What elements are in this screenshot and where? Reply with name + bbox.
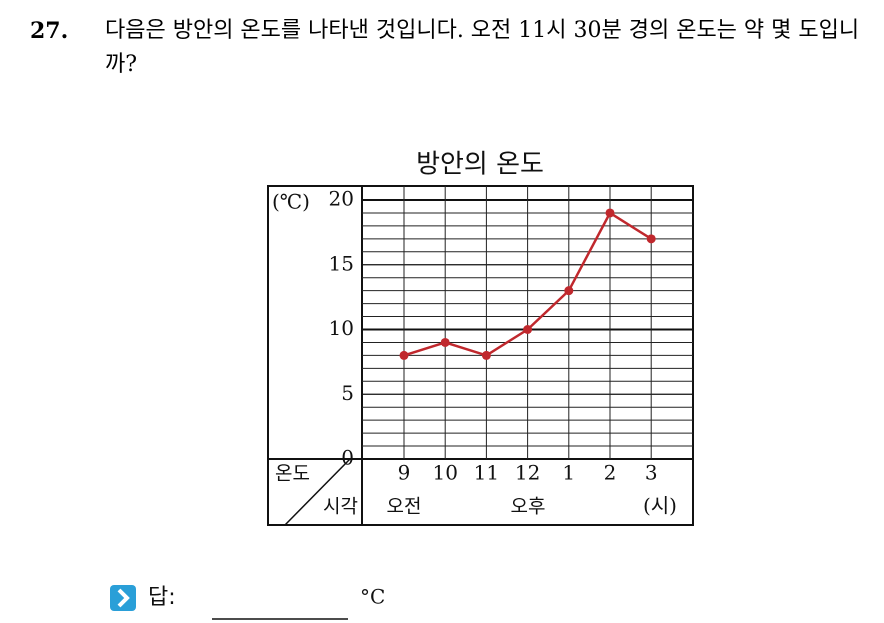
point	[523, 325, 533, 334]
x-tick-label: 3	[645, 461, 658, 485]
point	[605, 208, 615, 218]
y-tick-label: 5	[341, 381, 354, 405]
corner-bottom: 시각	[323, 496, 358, 518]
x-tick-label: 11	[474, 461, 499, 485]
point	[646, 234, 656, 244]
point	[481, 350, 491, 360]
y-tick-label: 0	[341, 446, 354, 470]
x-tick-label: 1	[562, 461, 575, 485]
point	[399, 350, 409, 360]
x-tick-label: 10	[432, 461, 457, 485]
corner-slash	[284, 458, 351, 526]
y-tick-label: 10	[329, 316, 354, 340]
chart-title: 방안의 온도	[416, 150, 544, 180]
answer-unit: °C	[360, 585, 385, 609]
am-label: 오전	[387, 496, 422, 518]
question-text: 다음은 방안의 온도를 나타낸 것입니다. 오전 11시 30분 경의 온도는 …	[105, 18, 860, 77]
answer-icon	[110, 585, 136, 611]
x-tick-label: 9	[398, 461, 411, 485]
x-tick-label: 2	[604, 461, 617, 485]
y-tick-label: 20	[329, 187, 354, 211]
y-tick-label: 15	[329, 251, 354, 275]
pm-label: 오후	[511, 496, 546, 518]
x-unit: (시)	[643, 494, 677, 518]
question-number: 27.	[30, 18, 69, 44]
answer: 답: °C	[110, 585, 385, 620]
answer-label: 답:	[148, 585, 176, 610]
point	[564, 286, 574, 296]
x-tick-label: 12	[515, 461, 540, 485]
answer-icon-arrow	[117, 588, 130, 608]
corner-top: 온도	[275, 463, 310, 485]
y-unit: (℃)	[272, 190, 310, 214]
point	[440, 337, 450, 347]
